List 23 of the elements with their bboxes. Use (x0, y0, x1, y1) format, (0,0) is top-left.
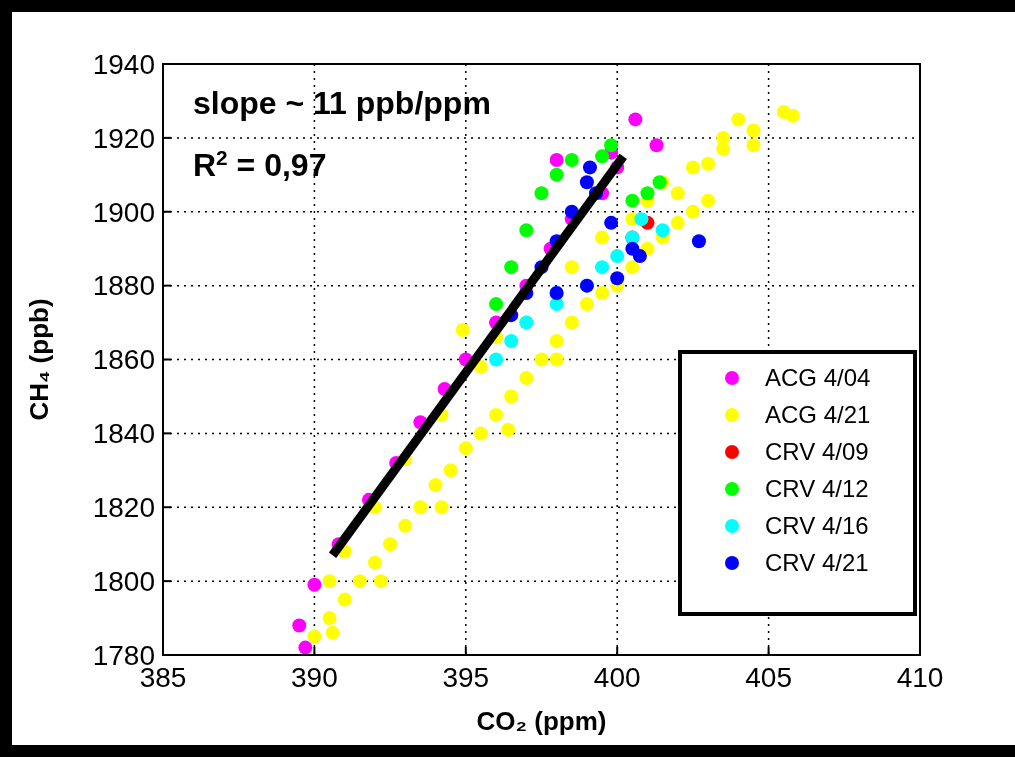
x-axis-title: CO₂ (ppm) (476, 706, 607, 736)
y-tick-label: 1880 (92, 270, 155, 302)
legend-label: CRV 4/12 (765, 475, 869, 503)
y-tick-label: 1860 (92, 344, 155, 376)
x-tick-label: 405 (745, 662, 792, 693)
x-tick-label: 395 (442, 662, 490, 693)
x-tick-label: 390 (291, 662, 338, 693)
x-tick-label: 400 (593, 662, 641, 693)
y-tick-label: 1840 (92, 418, 155, 450)
annotation: R$^{2}$ = 0,97 (193, 145, 327, 183)
legend-label: CRV 4/21 (765, 549, 869, 577)
y-tick-label: 1940 (92, 48, 155, 80)
legend-label: ACG 4/04 (765, 364, 871, 392)
annotation: slope ~ 11 ppb/ppm (193, 85, 491, 121)
legend-label: CRV 4/09 (765, 438, 869, 466)
y-tick-label: 1800 (92, 565, 155, 597)
y-axis-title: CH₄ (ppb) (24, 298, 54, 421)
x-tick-label: 410 (896, 662, 944, 693)
legend-label: CRV 4/16 (765, 512, 869, 540)
y-tick-label: 1820 (92, 492, 155, 524)
legend-label: ACG 4/21 (765, 401, 871, 429)
y-tick-label: 1900 (92, 196, 155, 228)
y-tick-label: 1920 (92, 122, 155, 154)
